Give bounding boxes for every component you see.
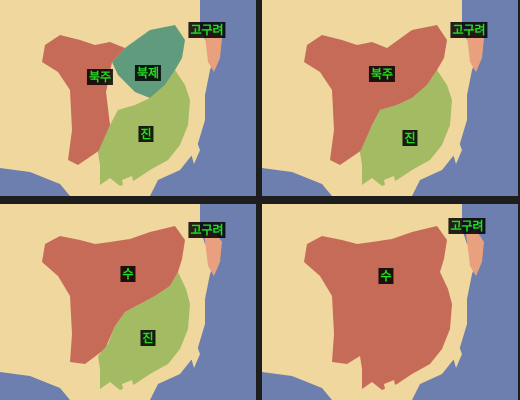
bukju-label: 북주 <box>368 66 396 82</box>
sea-southwest <box>0 168 70 196</box>
hainan-island <box>384 380 396 394</box>
sea <box>150 204 256 400</box>
map-panel-3: 수 고구려 진 <box>0 204 256 400</box>
goguryeo-label: 고구려 <box>448 218 486 234</box>
sea-southwest <box>262 372 332 400</box>
map-panel-4-svg <box>262 204 518 400</box>
bukje-label: 북제 <box>134 65 162 81</box>
bukju-region <box>304 25 447 165</box>
hainan-island <box>122 176 134 190</box>
taiwan-island <box>190 142 200 164</box>
jin-region <box>360 70 452 186</box>
hainan-island <box>384 176 396 190</box>
sea <box>150 0 256 196</box>
bukju-region <box>42 35 125 165</box>
su-region <box>304 226 452 390</box>
goguryeo-label: 고구려 <box>188 22 226 38</box>
taiwan-island <box>452 142 462 164</box>
map-panel-4: 수 고구려 <box>262 204 518 400</box>
jin-label: 진 <box>138 126 154 142</box>
goguryeo-region <box>204 230 222 276</box>
sea-southwest <box>0 372 70 400</box>
taiwan-island <box>190 346 200 368</box>
sea <box>412 204 518 400</box>
sea-southwest <box>262 168 332 196</box>
goguryeo-region <box>466 230 484 276</box>
taiwan-island <box>452 346 462 368</box>
map-panel-1: 북주 북제 고구려 진 <box>0 0 256 196</box>
goguryeo-label: 고구려 <box>188 222 226 238</box>
su-label: 수 <box>120 266 136 282</box>
map-panel-3-svg <box>0 204 256 400</box>
sea <box>412 0 518 196</box>
su-label: 수 <box>378 268 394 284</box>
hainan-island <box>122 380 134 394</box>
goguryeo-label: 고구려 <box>450 22 488 38</box>
bukje-region <box>112 25 185 98</box>
jin-label: 진 <box>140 330 156 346</box>
map-panel-2-svg <box>262 0 518 196</box>
bukju-label: 북주 <box>86 69 114 85</box>
jin-label: 진 <box>402 130 418 146</box>
map-panel-2: 북주 고구려 진 <box>262 0 518 196</box>
su-region <box>42 226 185 364</box>
